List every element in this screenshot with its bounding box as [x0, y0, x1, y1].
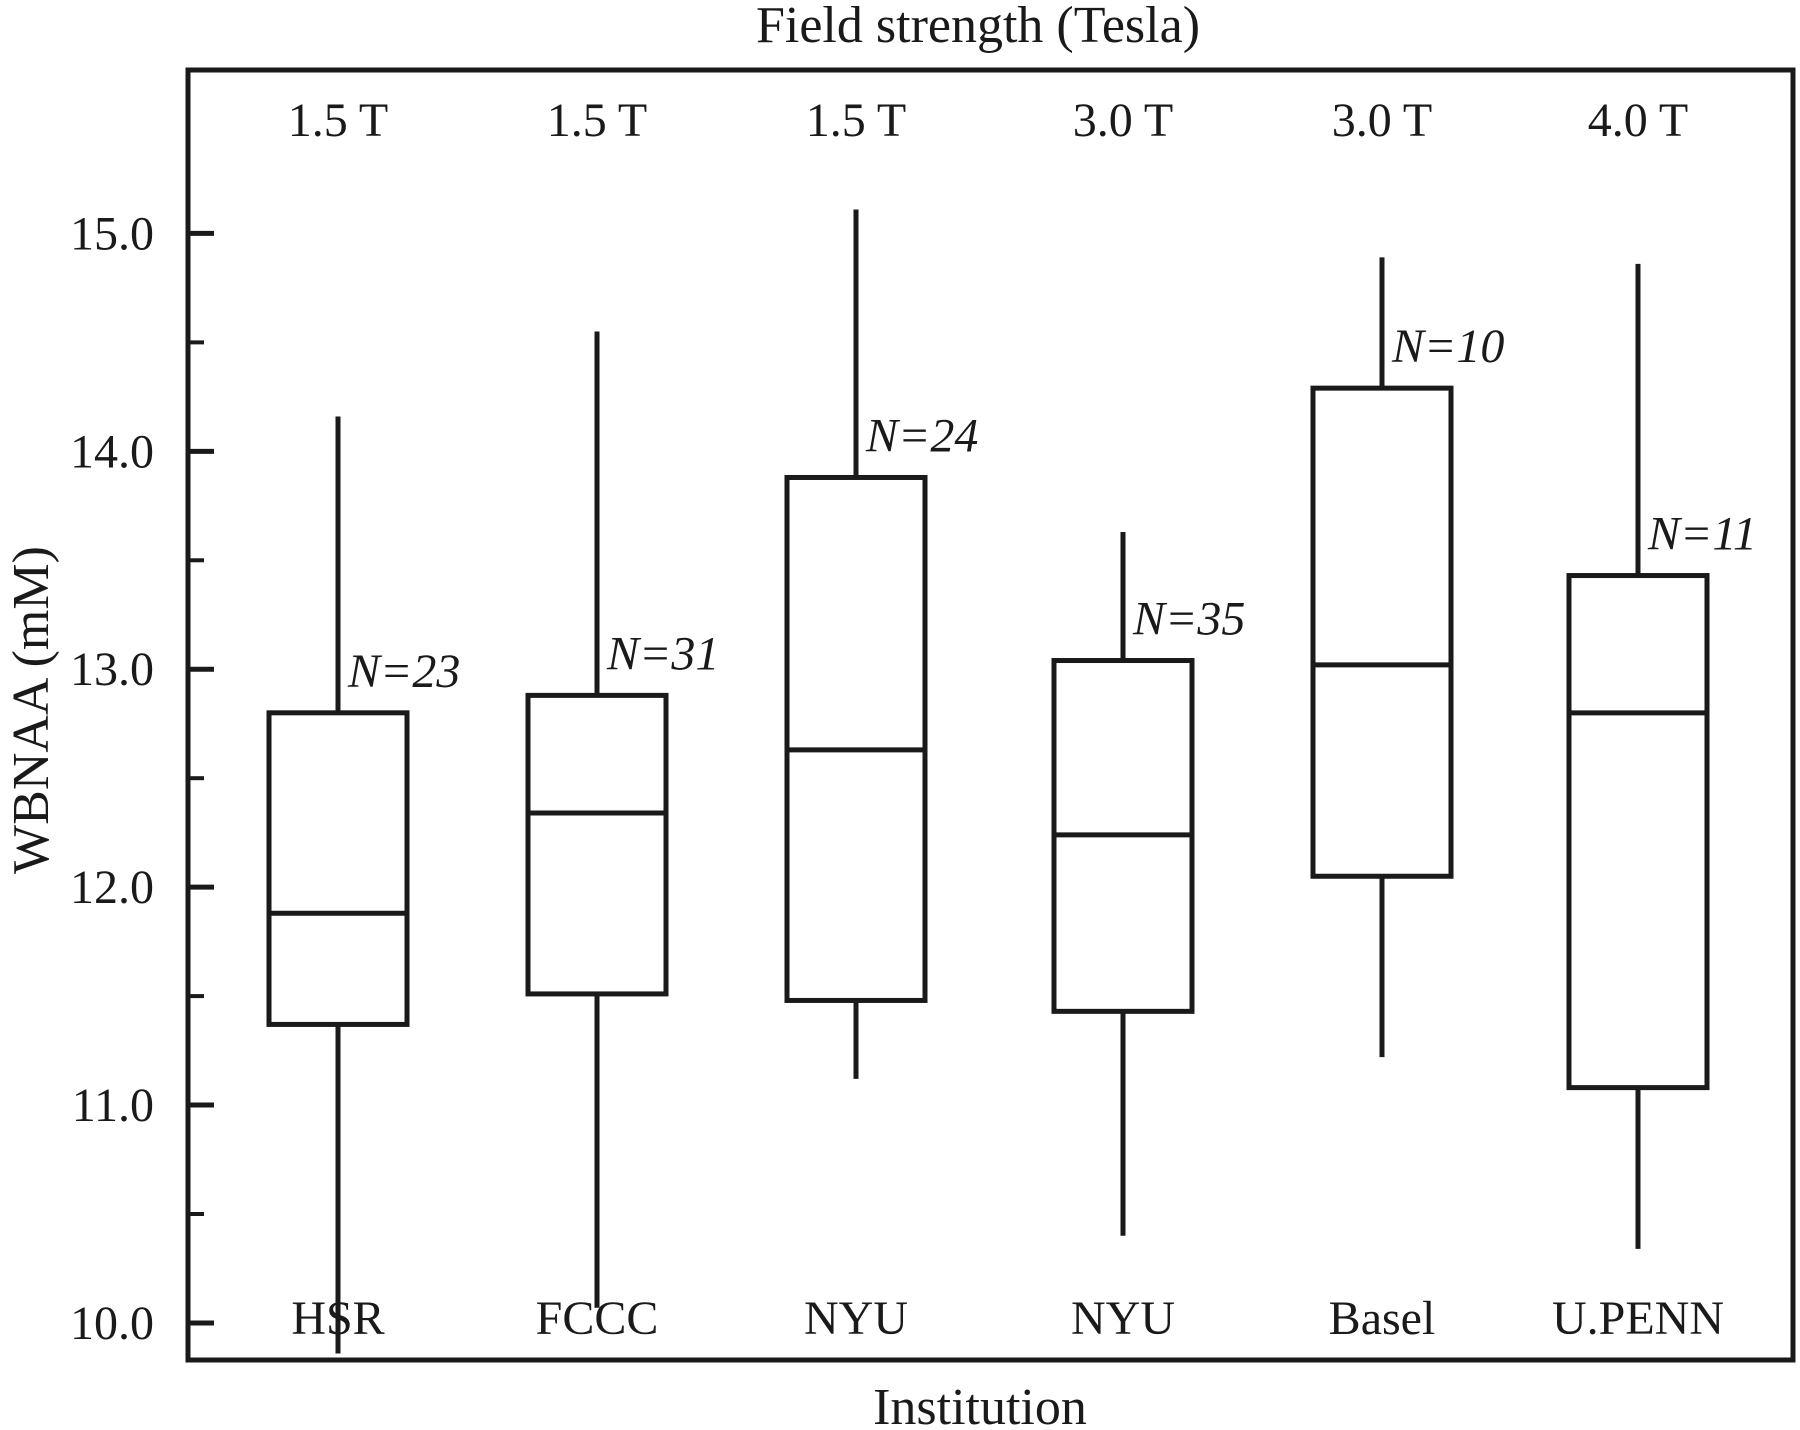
sample-size-label: N=31: [606, 627, 719, 680]
y-tick-label: 14.0: [70, 425, 154, 478]
iqr-box: [266, 710, 410, 1027]
field-strength-label: 1.5 T: [806, 94, 906, 147]
y-axis-title: WBNAA (mM): [3, 546, 60, 874]
field-strength-label: 4.0 T: [1588, 94, 1688, 147]
institution-label: NYU: [1071, 1292, 1175, 1345]
field-strength-label: 3.0 T: [1332, 94, 1432, 147]
institution-label: Basel: [1329, 1292, 1436, 1345]
y-tick-label: 11.0: [72, 1079, 154, 1132]
y-tick-label: 12.0: [70, 861, 154, 914]
sample-size-label: N=24: [865, 409, 978, 462]
sample-size-label: N=10: [1391, 320, 1504, 373]
iqr-box: [1566, 573, 1710, 1091]
institution-label: U.PENN: [1552, 1292, 1724, 1345]
institution-label: NYU: [804, 1292, 908, 1345]
field-strength-label: 1.5 T: [288, 94, 388, 147]
plot-frame: [185, 67, 1796, 1363]
y-axis: 10.0 11.0 12.0 13.0 14.0 15.0: [70, 207, 214, 1350]
sample-size-label: N=11: [1647, 508, 1757, 561]
field-strength-title: Field strength (Tesla): [756, 0, 1200, 54]
field-strength-label: 3.0 T: [1073, 94, 1173, 147]
y-tick-label: 10.0: [70, 1297, 154, 1350]
sample-size-label: N=23: [347, 645, 460, 698]
institution-label: HSR: [291, 1292, 384, 1345]
field-strength-label: 1.5 T: [547, 94, 647, 147]
iqr-box: [1310, 385, 1454, 879]
iqr-box: [784, 474, 928, 1003]
y-tick-label: 13.0: [70, 643, 154, 696]
x-axis-title: Institution: [873, 1379, 1087, 1430]
sample-size-label: N=35: [1132, 593, 1245, 646]
box-series: N=23 1.5 T HSR N=31 1.5 T FCCC N=24 1.5 T NYU N=3…: [266, 94, 1757, 1354]
y-tick-label: 15.0: [70, 207, 154, 260]
institution-label: FCCC: [536, 1292, 659, 1345]
iqr-box: [525, 692, 669, 997]
